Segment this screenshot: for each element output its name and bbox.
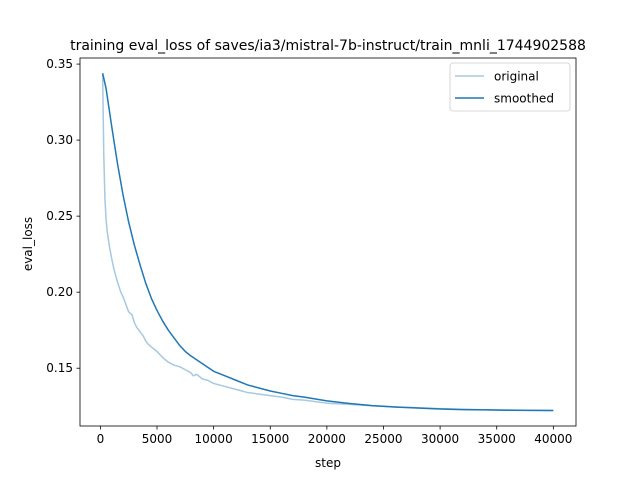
x-tick-label: 25000: [364, 432, 402, 446]
x-tick-label: 40000: [534, 432, 572, 446]
legend-label-smoothed: smoothed: [494, 92, 554, 106]
x-axis-label: step: [315, 456, 341, 470]
legend-label-original: original: [494, 70, 539, 84]
y-axis-label: eval_loss: [21, 217, 35, 271]
y-tick-label: 0.30: [46, 133, 73, 147]
y-tick-label: 0.15: [46, 361, 73, 375]
x-tick-label: 30000: [421, 432, 459, 446]
x-tick-label: 15000: [251, 432, 289, 446]
x-tick-label: 20000: [308, 432, 346, 446]
x-tick-label: 35000: [478, 432, 516, 446]
plot-area: 0 5000 10000 15000 20000 25000 30000 35000 40000…: [46, 57, 577, 446]
legend: original smoothed: [449, 62, 571, 112]
chart-title: training eval_loss of saves/ia3/mistral-…: [70, 38, 586, 54]
legend-box: [449, 62, 571, 112]
y-tick-label: 0.20: [46, 285, 73, 299]
x-tick-label: 5000: [142, 432, 173, 446]
y-tick-label: 0.25: [46, 209, 73, 223]
x-tick-label: 10000: [195, 432, 233, 446]
x-tick-label: 0: [97, 432, 105, 446]
axes-frame: [79, 57, 577, 427]
series-line-smoothed: [101, 73, 554, 412]
y-tick-label: 0.35: [46, 57, 73, 71]
